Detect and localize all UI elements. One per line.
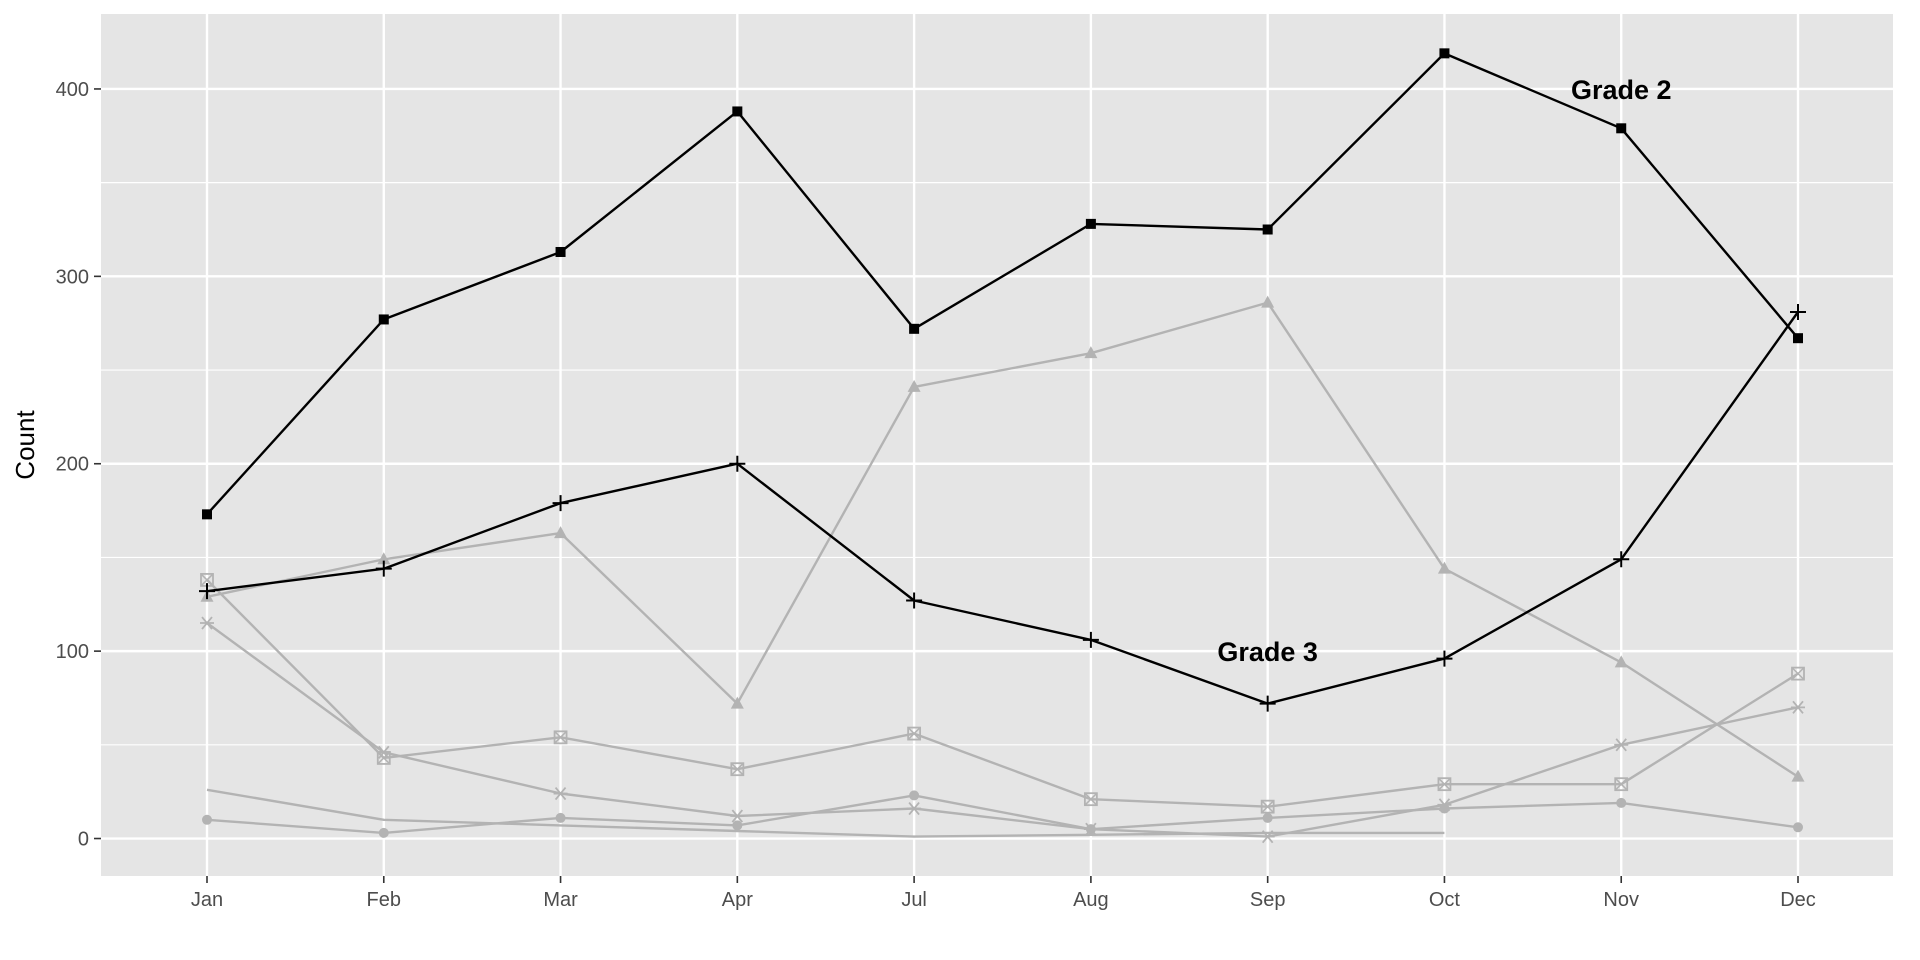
data-point-triangle bbox=[1261, 295, 1275, 308]
data-point-circle bbox=[555, 812, 566, 823]
series-s_circle bbox=[202, 790, 1803, 838]
data-point-square bbox=[378, 314, 389, 325]
data-point-asterisk bbox=[200, 616, 214, 630]
data-point-plus bbox=[199, 583, 215, 600]
data-point-asterisk bbox=[907, 801, 922, 816]
data-point-circle bbox=[1793, 822, 1803, 833]
x-tick-label: Dec bbox=[1780, 889, 1816, 911]
data-point-plus bbox=[1082, 631, 1099, 648]
series-line-s_circle bbox=[206, 794, 1799, 835]
data-point-square bbox=[1616, 123, 1627, 134]
x-tick-label: Mar bbox=[543, 889, 578, 911]
y-tick-label: 200 bbox=[56, 454, 89, 476]
series-s_triangle bbox=[200, 295, 1805, 782]
data-point-triangle bbox=[1084, 346, 1098, 359]
data-point-circle bbox=[202, 814, 212, 825]
x-tick-label: Jul bbox=[901, 889, 927, 911]
data-point-square bbox=[732, 106, 743, 117]
plot-panel bbox=[101, 14, 1893, 876]
x-tick-label: Jan bbox=[191, 889, 223, 911]
series-line-s_triangle bbox=[206, 301, 1799, 778]
data-point-asterisk bbox=[1791, 700, 1805, 714]
data-point-boxx bbox=[907, 726, 922, 741]
data-point-plus bbox=[729, 455, 746, 472]
data-point-plus bbox=[375, 560, 392, 577]
data-point-circle bbox=[909, 790, 920, 801]
data-point-circle bbox=[1439, 803, 1450, 814]
data-point-square bbox=[1262, 224, 1273, 235]
data-point-boxx bbox=[1614, 777, 1629, 792]
x-tick-label: Nov bbox=[1603, 889, 1639, 911]
data-point-triangle bbox=[377, 552, 391, 565]
data-point-boxx bbox=[730, 762, 745, 777]
data-point-circle bbox=[1085, 824, 1096, 835]
y-tick-label: 400 bbox=[56, 79, 89, 101]
data-point-triangle bbox=[1791, 769, 1805, 782]
y-tick-label: 300 bbox=[56, 266, 89, 288]
data-point-plus bbox=[1790, 303, 1806, 320]
data-point-triangle bbox=[1437, 561, 1451, 574]
data-point-square bbox=[909, 323, 920, 334]
data-point-asterisk bbox=[1614, 738, 1629, 752]
series-line-s_asterisk bbox=[206, 622, 1799, 838]
series-line-s_plain bbox=[206, 788, 1445, 838]
x-tick-label: Feb bbox=[367, 889, 401, 911]
series-g2 bbox=[202, 48, 1803, 520]
y-axis: 0 100 200 300 400 bbox=[56, 79, 101, 851]
data-point-triangle bbox=[730, 696, 744, 709]
annotation-label: Grade 2 bbox=[1571, 75, 1672, 105]
series-line-g3 bbox=[206, 311, 1799, 705]
x-tick-label: Aug bbox=[1073, 889, 1109, 911]
data-point-asterisk bbox=[553, 786, 568, 801]
data-point-circle bbox=[1616, 797, 1627, 808]
x-tick-label: Oct bbox=[1429, 889, 1461, 911]
data-point-triangle bbox=[907, 379, 921, 392]
data-point-plus bbox=[906, 592, 923, 609]
data-point-square bbox=[555, 246, 566, 257]
x-tick-label: Sep bbox=[1250, 889, 1286, 911]
data-point-plus bbox=[1436, 650, 1453, 667]
y-tick-label: 0 bbox=[78, 829, 89, 851]
data-point-plus bbox=[1259, 695, 1276, 712]
data-point-boxx bbox=[553, 730, 568, 745]
data-point-square bbox=[202, 509, 212, 520]
data-point-plus bbox=[1613, 551, 1630, 568]
annotation-label: Grade 3 bbox=[1217, 637, 1318, 667]
data-point-boxx bbox=[1437, 777, 1452, 792]
series-g3 bbox=[199, 303, 1806, 712]
data-point-plus bbox=[552, 495, 569, 512]
data-point-square bbox=[1085, 218, 1096, 229]
data-point-boxx bbox=[1260, 799, 1275, 814]
highlighted-series-group bbox=[199, 48, 1806, 712]
data-point-asterisk bbox=[730, 809, 745, 823]
data-point-boxx bbox=[1791, 666, 1805, 681]
y-tick-label: 100 bbox=[56, 641, 89, 663]
series-s_plain bbox=[206, 788, 1445, 838]
x-axis: Jan Feb Mar Apr Jul Aug Sep Oct Nov Dec bbox=[191, 876, 1816, 911]
data-point-boxx bbox=[1083, 792, 1098, 807]
data-point-circle bbox=[732, 820, 743, 831]
x-tick-label: Apr bbox=[722, 889, 753, 911]
annotations: Grade 2 Grade 3 bbox=[1217, 75, 1671, 667]
muted-series-group bbox=[200, 295, 1805, 844]
series-line-s_boxx bbox=[206, 579, 1799, 808]
y-axis-title: Count bbox=[10, 410, 40, 480]
data-point-asterisk bbox=[376, 745, 391, 759]
data-point-circle bbox=[1262, 812, 1273, 823]
data-point-circle bbox=[378, 827, 389, 838]
major-gridlines bbox=[101, 14, 1893, 876]
data-point-triangle bbox=[1614, 655, 1628, 668]
data-point-square bbox=[1439, 48, 1450, 59]
series-line-g2 bbox=[206, 52, 1799, 516]
data-point-square bbox=[1793, 333, 1803, 344]
data-point-triangle bbox=[554, 526, 568, 539]
